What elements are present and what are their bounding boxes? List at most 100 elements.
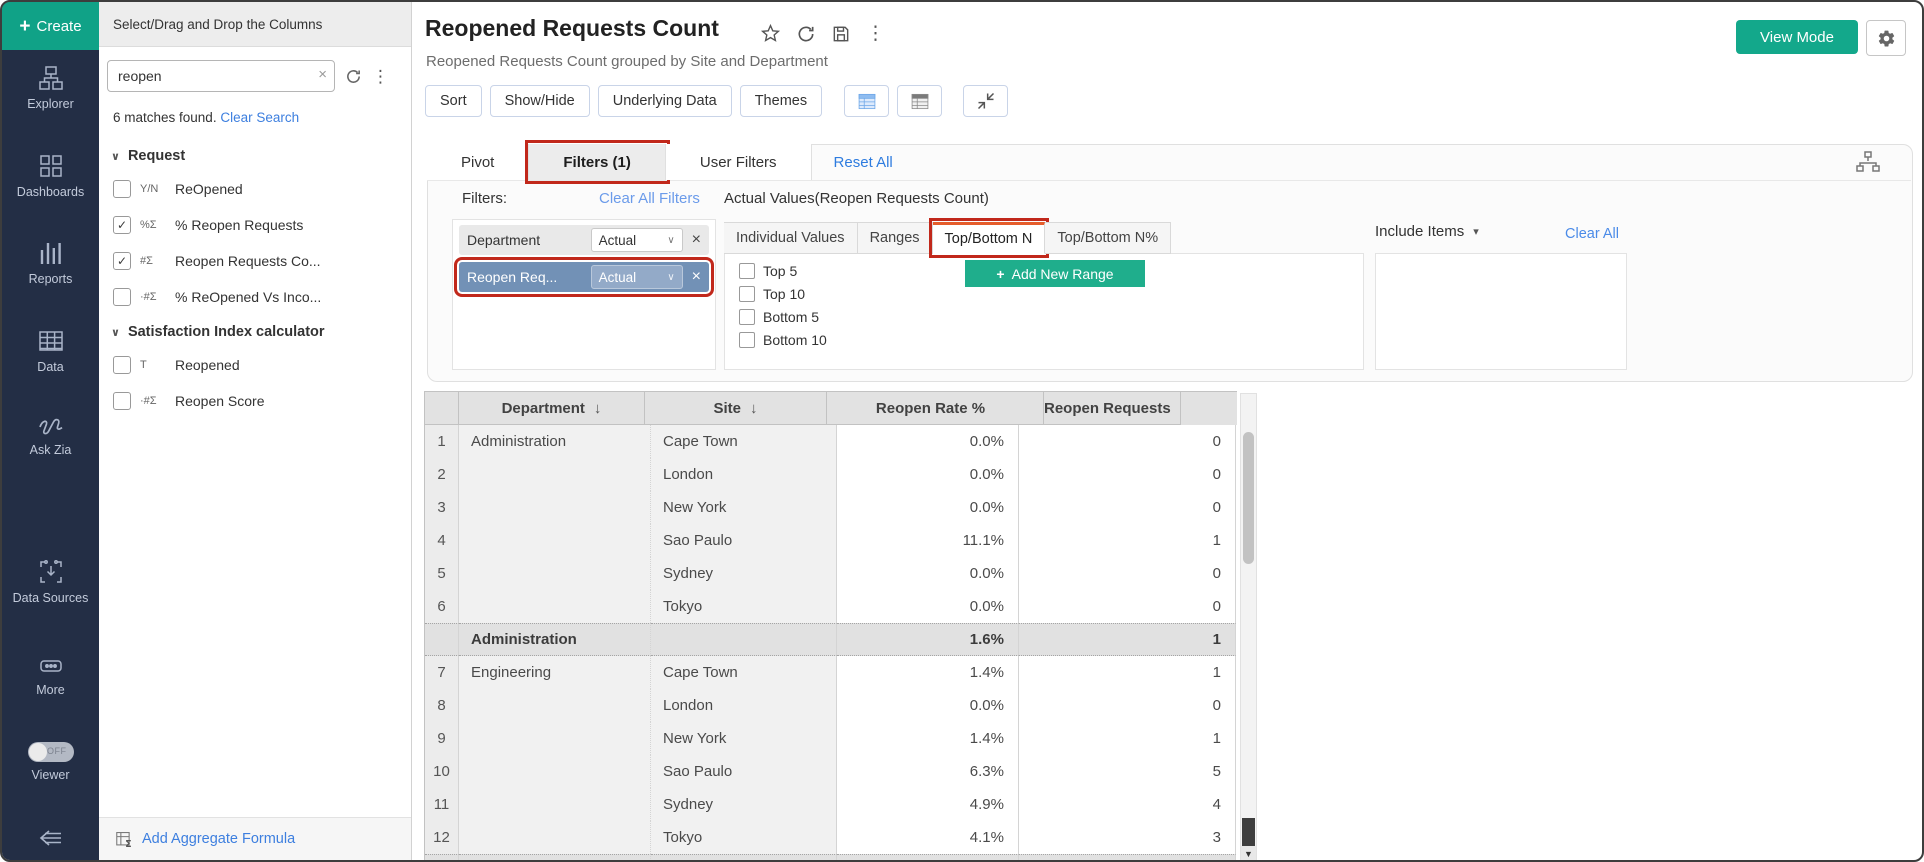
report-toolbar: Sort Show/Hide Underlying Data Themes	[425, 85, 1009, 117]
report-tab[interactable]: Pivot	[427, 144, 530, 180]
filter-subtab[interactable]: Top/Bottom N%	[1045, 222, 1172, 254]
field-checkbox[interactable]	[113, 252, 131, 270]
toolbar-button[interactable]: Themes	[739, 85, 823, 117]
field-item[interactable]: T Reopened	[113, 354, 393, 376]
compact-view-button[interactable]	[897, 85, 943, 117]
option-checkbox[interactable]	[739, 309, 755, 325]
settings-button[interactable]	[1866, 20, 1906, 56]
reopen-rate-cell: 4.1%	[837, 821, 1019, 854]
scroll-down-button[interactable]	[1241, 846, 1256, 860]
group-header-request[interactable]: ∨ Request	[111, 148, 185, 164]
refresh-icon[interactable]	[345, 68, 362, 85]
option-checkbox[interactable]	[739, 286, 755, 302]
sidebar-item-data[interactable]: Data	[2, 327, 99, 376]
clear-input-icon[interactable]: ×	[318, 66, 327, 83]
kebab-menu-icon[interactable]: ⋮	[372, 66, 389, 86]
top-bottom-option[interactable]: Top 10	[739, 286, 1363, 302]
sidebar-item-reports[interactable]: Reports	[2, 239, 99, 288]
hierarchy-icon[interactable]	[1855, 150, 1881, 174]
sidebar-item-explorer[interactable]: Explorer	[2, 64, 99, 113]
column-header[interactable]: Department ↓	[459, 392, 645, 425]
reset-all-link[interactable]: Reset All	[833, 153, 893, 171]
toolbar-button[interactable]: Underlying Data	[597, 85, 732, 117]
view-mode-button[interactable]: View Mode	[1736, 20, 1858, 54]
reopen-requests-cell: 1	[1019, 623, 1236, 656]
toolbar-button[interactable]: Sort	[425, 85, 482, 117]
columns-panel: Select/Drag and Drop the Columns × ⋮ 6 m…	[99, 2, 412, 860]
row-number-cell: 10	[425, 755, 459, 788]
save-icon[interactable]	[831, 24, 851, 44]
top-bottom-option[interactable]: Top 5	[739, 263, 1363, 279]
search-row: × ⋮	[107, 60, 389, 92]
table-row: 8 London 0.0% 0	[425, 689, 1237, 722]
include-items-dropdown[interactable]: Include Items ▾	[1375, 223, 1479, 240]
table-vertical-scrollbar[interactable]	[1240, 393, 1257, 860]
filter-chip[interactable]: Reopen Req... Actual ∨	[454, 257, 714, 297]
field-item[interactable]: ·#Σ Reopen Score	[113, 390, 393, 412]
field-item[interactable]: ·#Σ % ReOpened Vs Inco...	[113, 286, 393, 308]
filter-mode-dropdown[interactable]: Actual ∨	[590, 265, 683, 289]
scrollbar-thumb-dark[interactable]	[1242, 818, 1255, 847]
department-cell	[459, 491, 651, 524]
sort-descending-icon[interactable]: ↓	[750, 399, 758, 417]
viewer-toggle[interactable]: OFF	[27, 742, 74, 762]
clear-all-link[interactable]: Clear All	[1565, 226, 1619, 242]
site-cell: New York	[651, 491, 837, 524]
sidebar-item-data-sources[interactable]: Data Sources	[2, 558, 99, 607]
report-tab[interactable]: Filters (1)	[525, 140, 670, 184]
filter-subtab[interactable]: Individual Values	[724, 222, 858, 254]
search-input[interactable]	[107, 60, 335, 92]
option-checkbox[interactable]	[739, 332, 755, 348]
title-actions: ⋮	[760, 23, 885, 44]
reopen-requests-cell: 5	[1019, 755, 1236, 788]
caret-down-icon: ▾	[1473, 226, 1479, 238]
field-checkbox[interactable]	[113, 180, 131, 198]
filter-subtab[interactable]: Ranges	[857, 222, 933, 254]
add-aggregate-formula-link[interactable]: Σ Add Aggregate Formula	[99, 817, 411, 860]
create-button[interactable]: + Create	[2, 2, 99, 50]
add-new-range-button[interactable]: + Add New Range	[965, 260, 1145, 287]
column-header[interactable]: Reopen Rate %	[827, 392, 1044, 425]
option-label: Bottom 10	[763, 332, 827, 348]
collapse-sidebar-button[interactable]	[2, 826, 99, 850]
filter-mode-dropdown[interactable]: Actual ∨	[590, 228, 683, 252]
refresh-icon[interactable]	[796, 24, 816, 44]
filter-chip[interactable]: Department Actual ∨	[459, 225, 709, 255]
sidebar-item-more[interactable]: More	[2, 654, 99, 699]
option-checkbox[interactable]	[739, 263, 755, 279]
scrollbar-thumb[interactable]	[1243, 432, 1254, 564]
field-checkbox[interactable]	[113, 288, 131, 306]
more-options-icon[interactable]: ⋮	[866, 23, 885, 44]
field-item[interactable]: #Σ Reopen Requests Co...	[113, 250, 393, 272]
grid-view-button[interactable]	[844, 85, 890, 117]
filter-subtab[interactable]: Top/Bottom N	[928, 218, 1050, 258]
clear-all-filters-link[interactable]: Clear All Filters	[599, 190, 700, 207]
group-header-satisfaction[interactable]: ∨ Satisfaction Index calculator	[111, 324, 325, 340]
row-number-cell: 1	[425, 425, 459, 458]
column-header[interactable]: Reopen Requests	[1044, 392, 1181, 425]
column-header[interactable]: Site ↓	[645, 392, 827, 425]
filters-label: Filters:	[462, 190, 507, 207]
remove-filter-icon[interactable]	[692, 269, 701, 285]
remove-filter-icon[interactable]	[692, 232, 701, 248]
sort-descending-icon[interactable]: ↓	[593, 399, 602, 417]
field-checkbox[interactable]	[113, 392, 131, 410]
field-checkbox[interactable]	[113, 216, 131, 234]
clear-search-link[interactable]: Clear Search	[220, 110, 300, 125]
collapse-view-button[interactable]	[963, 85, 1009, 117]
sidebar-item-label: Ask Zia	[29, 443, 72, 457]
top-bottom-option[interactable]: Bottom 5	[739, 309, 1363, 325]
field-item[interactable]: %Σ % Reopen Requests	[113, 214, 393, 236]
favorite-star-icon[interactable]	[760, 23, 781, 44]
field-checkbox[interactable]	[113, 356, 131, 374]
top-bottom-option[interactable]: Bottom 10	[739, 332, 1363, 348]
toolbar-button[interactable]: Show/Hide	[489, 85, 590, 117]
department-cell	[459, 722, 651, 755]
table-row: 7 Engineering Cape Town 1.4% 1	[425, 656, 1237, 689]
report-tab[interactable]: User Filters	[665, 144, 812, 180]
field-item[interactable]: Y/N ReOpened	[113, 178, 393, 200]
sidebar-item-dashboards[interactable]: Dashboards	[2, 152, 99, 201]
dark-table-icon	[911, 93, 928, 109]
department-cell	[459, 788, 651, 821]
sidebar-item-ask-zia[interactable]: Ask Zia	[2, 412, 99, 459]
